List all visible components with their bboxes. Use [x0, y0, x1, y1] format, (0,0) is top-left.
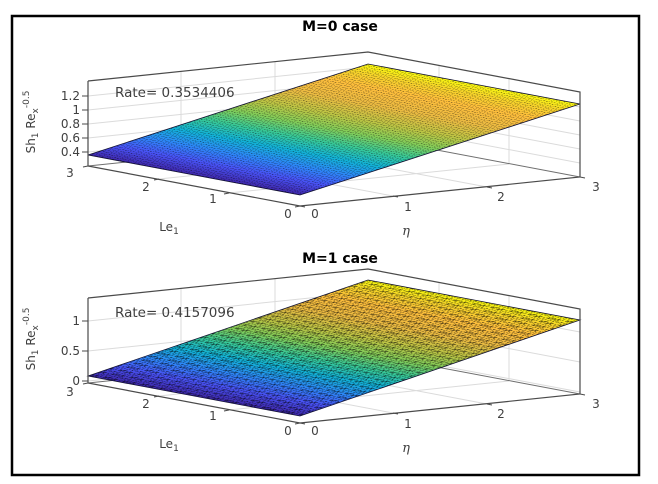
z-tick-label: 0 — [72, 374, 80, 388]
x-tick-label: 0 — [311, 424, 319, 438]
y-tick-labels-m0: 3 2 1 0 — [66, 166, 292, 221]
x-tick-label: 1 — [404, 200, 412, 214]
y-tick-label: 1 — [209, 409, 217, 423]
y-tick-label: 0 — [284, 424, 292, 438]
z-axis-label-m1: Sh1 Rex-0.5 — [22, 308, 41, 371]
z-tick-label: 0.4 — [61, 145, 80, 159]
z-tick-label: 1.2 — [61, 89, 80, 103]
z-tick-label: 1 — [72, 314, 80, 328]
y-tick-label: 3 — [66, 166, 74, 180]
y-tick-label: 0 — [284, 207, 292, 221]
y-tick-labels-m1: 3 2 1 0 — [66, 385, 292, 438]
y-tick-label: 3 — [66, 385, 74, 399]
y-axis-label-m0: Le1 — [159, 220, 179, 237]
plot-m0: M=0 case Rate= 0.3534406 1.2 1 0.8 0.6 0… — [22, 19, 600, 239]
x-tick-label: 3 — [592, 397, 600, 411]
z-axis-label-m0: Sh1 Rex-0.5 — [22, 91, 41, 154]
z-tick-labels-m0: 1.2 1 0.8 0.6 0.4 — [61, 89, 80, 159]
rate-annotation-m1: Rate= 0.4157096 — [115, 305, 235, 321]
x-axis-label-m1: η — [402, 441, 410, 456]
x-tick-label: 2 — [497, 407, 505, 421]
tick-marks-m1 — [82, 320, 586, 425]
plot-title-m1: M=1 case — [302, 251, 378, 267]
x-axis-label-m0: η — [402, 224, 410, 239]
x-tick-label: 0 — [311, 207, 319, 221]
y-tick-label: 2 — [142, 180, 150, 194]
z-tick-label: 1 — [72, 103, 80, 117]
x-tick-label: 1 — [404, 417, 412, 431]
plot-title-m0: M=0 case — [302, 19, 378, 35]
y-tick-label: 1 — [209, 192, 217, 206]
z-tick-labels-m1: 1 0.5 0 — [61, 314, 80, 388]
plot-m1: M=1 case Rate= 0.4157096 1 0.5 0 3 2 1 0… — [22, 251, 600, 456]
y-axis-label-m1: Le1 — [159, 437, 179, 454]
y-tick-label: 2 — [142, 397, 150, 411]
z-tick-label: 0.8 — [61, 117, 80, 131]
tick-marks-m0 — [82, 95, 586, 208]
x-tick-label: 3 — [592, 180, 600, 194]
z-tick-label: 0.6 — [61, 131, 80, 145]
z-tick-label: 0.5 — [61, 344, 80, 358]
x-tick-labels-m1: 0 1 2 3 — [311, 397, 600, 438]
rate-annotation-m0: Rate= 0.3534406 — [115, 85, 235, 101]
x-tick-labels-m0: 0 1 2 3 — [311, 180, 600, 221]
x-tick-label: 2 — [497, 190, 505, 204]
